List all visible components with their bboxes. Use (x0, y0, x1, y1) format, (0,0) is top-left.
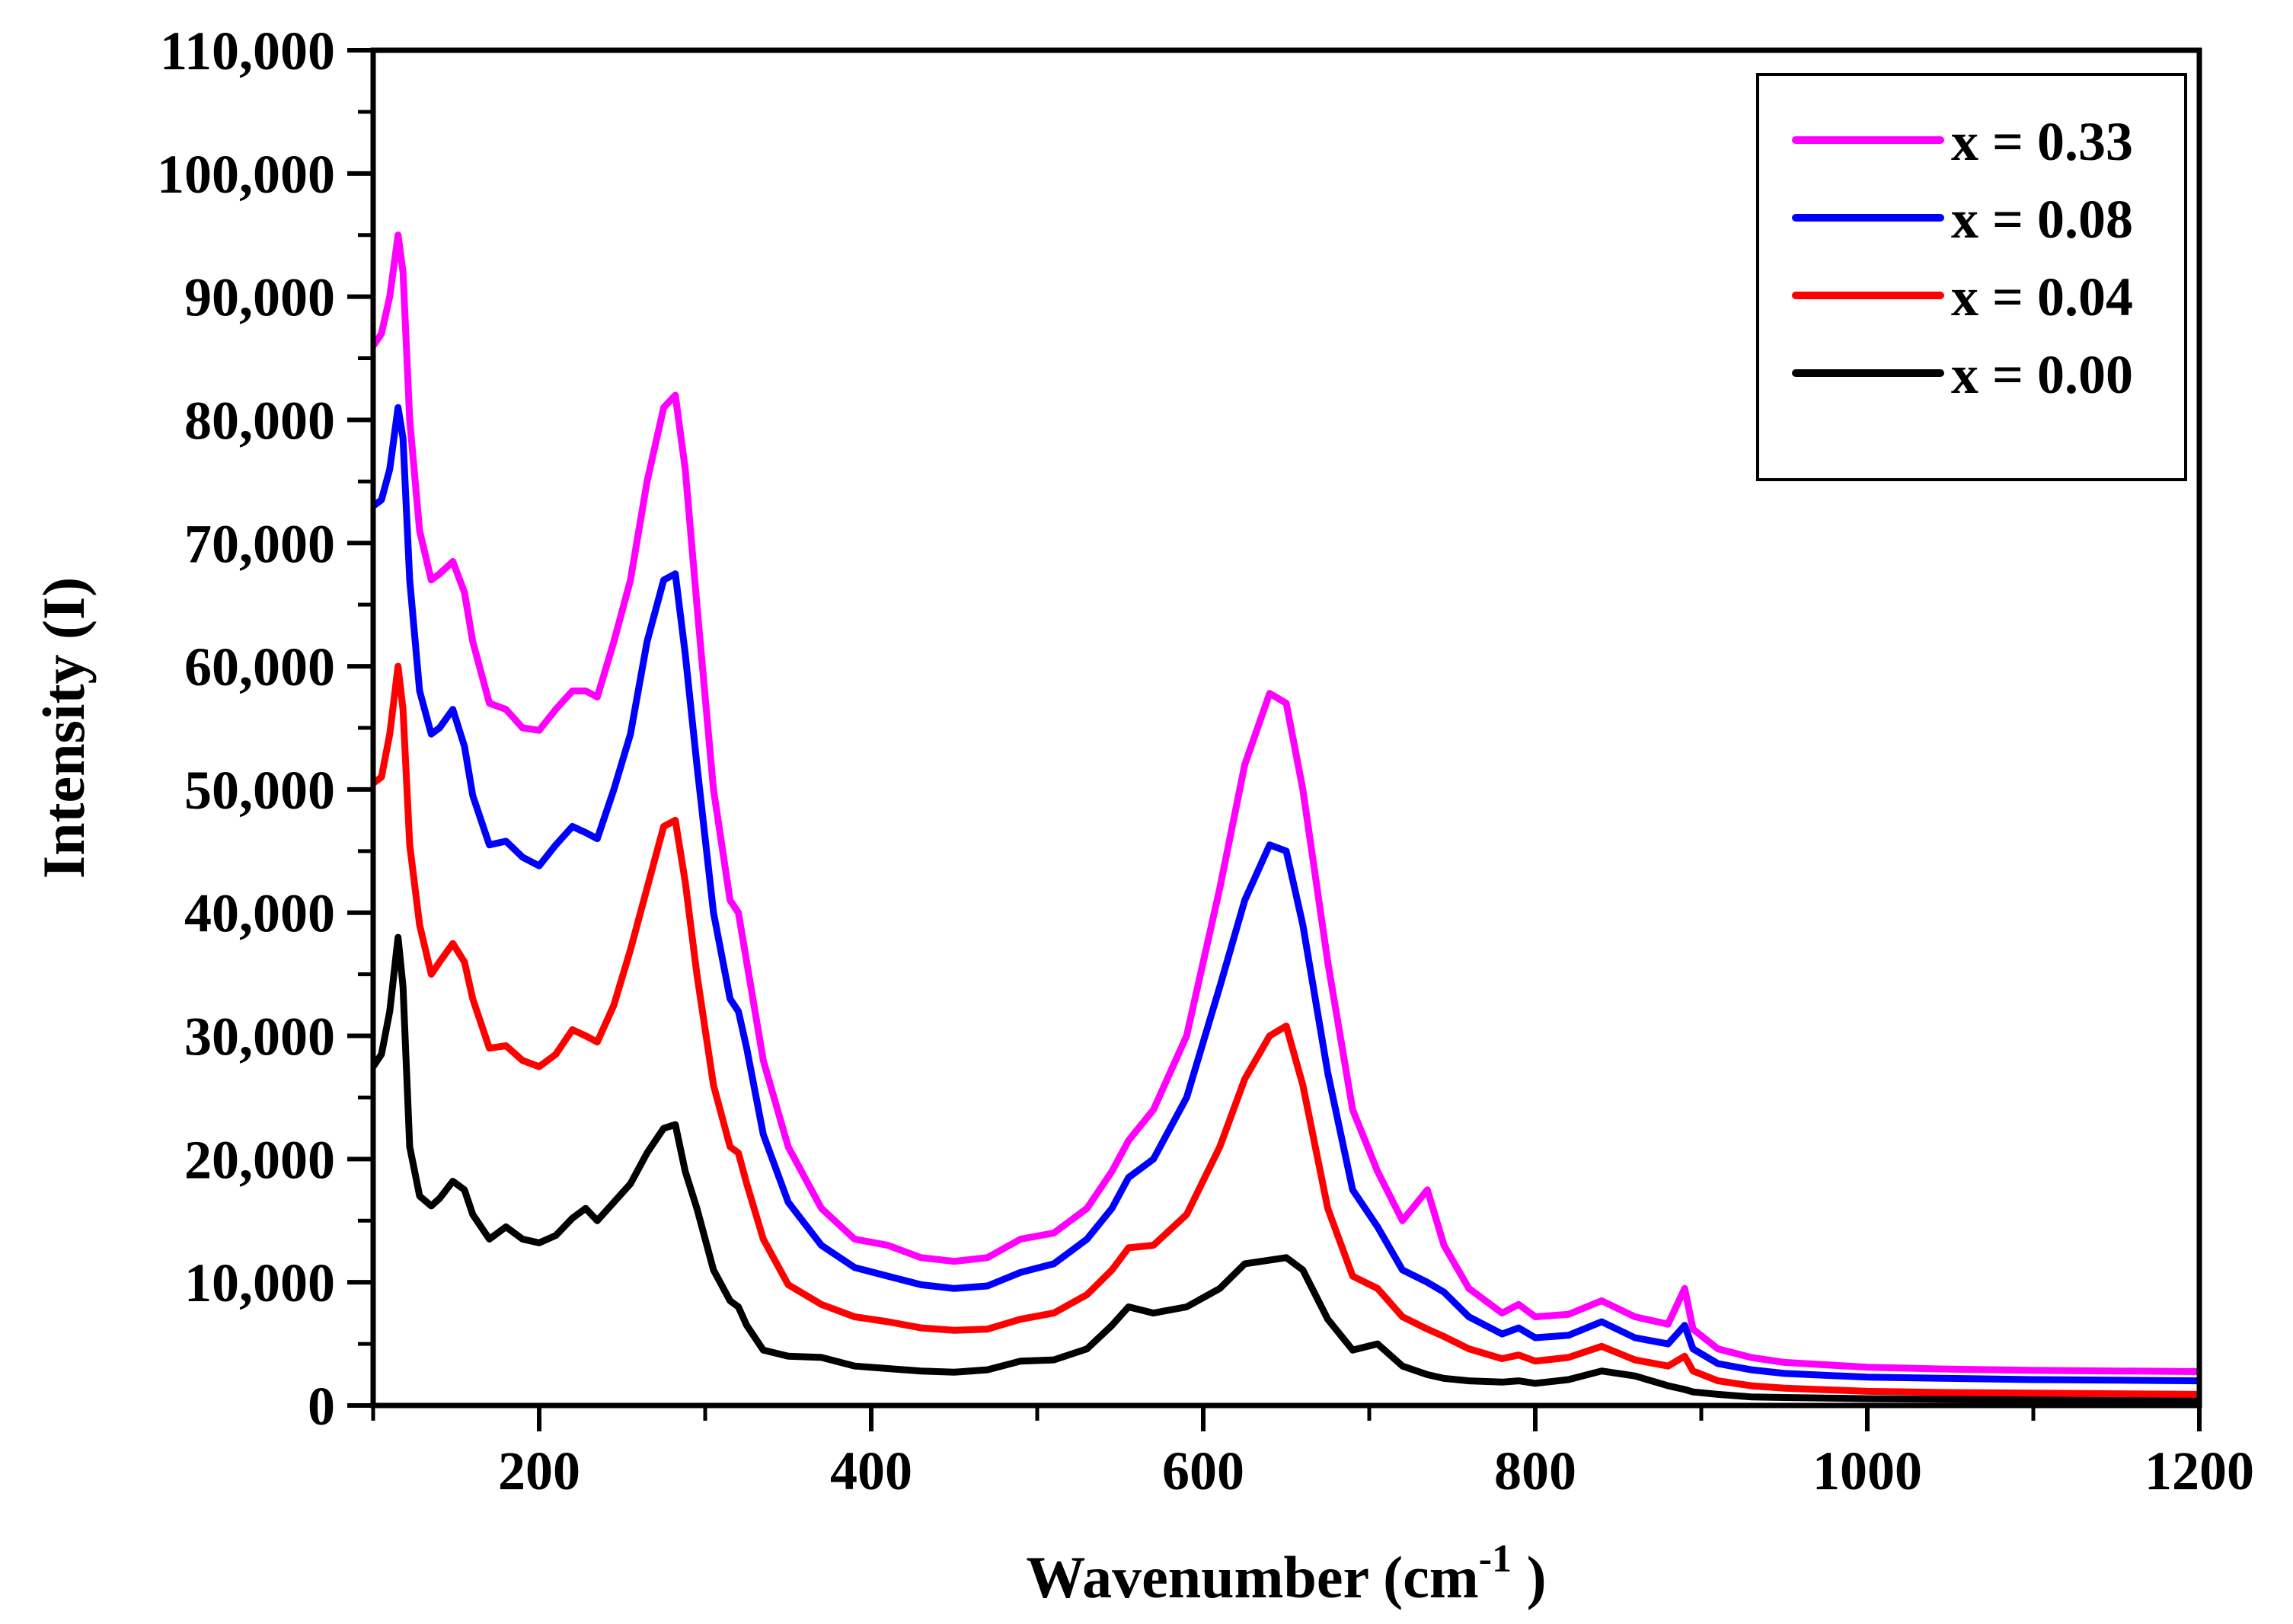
legend-label: x = 0.00 (1951, 344, 2133, 405)
y-tick-label: 40,000 (184, 883, 335, 944)
legend: x = 0.33 x = 0.08 x = 0.04 x = 0.00 (1756, 73, 2187, 481)
x-tick-label: 400 (830, 1441, 912, 1501)
y-tick-label: 80,000 (184, 390, 335, 451)
y-tick-label: 70,000 (184, 513, 335, 574)
x-tick-label: 600 (1162, 1441, 1244, 1501)
y-tick-label: 110,000 (160, 21, 335, 81)
x-tick-label: 1000 (1812, 1441, 1922, 1501)
x-tick-label: 200 (498, 1441, 580, 1501)
y-axis-title: Intensity (I) (30, 577, 97, 879)
series-line-x-0-08 (373, 404, 2199, 1385)
series-line-x-0-33 (373, 231, 2199, 1375)
series-layer (373, 231, 2199, 1404)
legend-label: x = 0.33 (1951, 111, 2133, 172)
y-tick-label: 60,000 (184, 637, 335, 697)
series-line-x-0-00 (373, 933, 2199, 1404)
y-tick-label: 90,000 (184, 267, 335, 328)
y-tick-label: 20,000 (184, 1129, 335, 1190)
y-tick-label: 0 (308, 1376, 335, 1437)
legend-label: x = 0.04 (1951, 266, 2133, 327)
y-tick-label: 30,000 (184, 1007, 335, 1067)
x-tick-label: 1200 (2144, 1441, 2254, 1501)
x-axis-title: Wavenumber (cm-1 ) (1026, 1537, 1546, 1610)
y-tick-label: 100,000 (157, 144, 335, 205)
ticks-layer (347, 48, 2202, 1431)
labels-layer: 200 400 600 800 1000 1200 0 10,000 20,000 30,000 4… (30, 21, 2254, 1610)
y-tick-label: 50,000 (184, 760, 335, 821)
y-tick-label: 10,000 (184, 1252, 335, 1313)
series-line-x-0-04 (373, 662, 2199, 1398)
x-tick-label: 800 (1494, 1441, 1576, 1501)
legend-label: x = 0.08 (1951, 189, 2133, 250)
